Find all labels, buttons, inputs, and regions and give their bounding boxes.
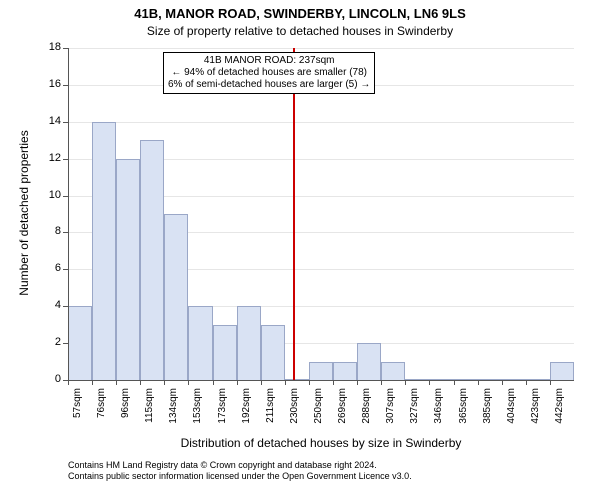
histogram-bar — [116, 159, 140, 380]
chart-title-line1: 41B, MANOR ROAD, SWINDERBY, LINCOLN, LN6… — [0, 6, 600, 21]
x-tick-label: 57sqm — [72, 388, 83, 438]
x-tick-label: 96sqm — [120, 388, 131, 438]
x-tick-label: 134sqm — [168, 388, 179, 438]
x-tick-label: 173sqm — [217, 388, 228, 438]
footer-line1: Contains HM Land Registry data © Crown c… — [68, 460, 412, 471]
y-tick-label: 18 — [36, 41, 61, 53]
x-tick-label: 404sqm — [506, 388, 517, 438]
gridline — [68, 122, 574, 123]
x-tick-label: 288sqm — [361, 388, 372, 438]
chart-title-line2: Size of property relative to detached ho… — [0, 24, 600, 38]
histogram-bar — [164, 214, 188, 380]
x-tick-label: 192sqm — [241, 388, 252, 438]
x-tick-label: 423sqm — [530, 388, 541, 438]
x-tick-label: 269sqm — [337, 388, 348, 438]
histogram-bar — [550, 362, 574, 380]
histogram-bar — [381, 362, 405, 380]
histogram-bar — [309, 362, 333, 380]
y-tick-label: 8 — [36, 225, 61, 237]
histogram-bar — [261, 325, 285, 380]
x-axis-label: Distribution of detached houses by size … — [68, 436, 574, 450]
x-tick-label: 250sqm — [313, 388, 324, 438]
x-tick-label: 385sqm — [482, 388, 493, 438]
x-tick-label: 153sqm — [192, 388, 203, 438]
x-tick-label: 327sqm — [409, 388, 420, 438]
plot-area: 02468101214161857sqm76sqm96sqm115sqm134s… — [68, 48, 574, 380]
gridline — [68, 48, 574, 49]
histogram-bar — [333, 362, 357, 380]
footer-credits: Contains HM Land Registry data © Crown c… — [68, 460, 412, 482]
x-tick-label: 230sqm — [289, 388, 300, 438]
annotation-line3: 6% of semi-detached houses are larger (5… — [168, 79, 370, 91]
y-tick-label: 2 — [36, 336, 61, 348]
histogram-bar — [92, 122, 116, 380]
x-axis-line — [68, 380, 574, 381]
y-tick-label: 6 — [36, 262, 61, 274]
histogram-bar — [237, 306, 261, 380]
footer-line2: Contains public sector information licen… — [68, 471, 412, 482]
annotation-line1: 41B MANOR ROAD: 237sqm — [168, 55, 370, 67]
x-tick-label: 365sqm — [458, 388, 469, 438]
x-tick-label: 211sqm — [265, 388, 276, 438]
x-tick-label: 346sqm — [433, 388, 444, 438]
y-axis-label: Number of detached properties — [17, 123, 31, 303]
histogram-bar — [68, 306, 92, 380]
y-tick-label: 14 — [36, 115, 61, 127]
histogram-bar — [357, 343, 381, 380]
annotation-line2: ← 94% of detached houses are smaller (78… — [168, 67, 370, 79]
y-tick-label: 12 — [36, 152, 61, 164]
histogram-bar — [188, 306, 212, 380]
y-tick-label: 16 — [36, 78, 61, 90]
annotation-box: 41B MANOR ROAD: 237sqm← 94% of detached … — [163, 52, 375, 94]
y-tick-label: 0 — [36, 373, 61, 385]
marker-line — [293, 48, 295, 380]
histogram-bar — [140, 140, 164, 380]
y-tick-label: 4 — [36, 299, 61, 311]
x-tick-label: 307sqm — [385, 388, 396, 438]
y-tick-label: 10 — [36, 189, 61, 201]
histogram-bar — [213, 325, 237, 380]
y-axis-line — [68, 48, 69, 380]
x-tick-label: 115sqm — [144, 388, 155, 438]
x-tick-label: 76sqm — [96, 388, 107, 438]
x-tick-label: 442sqm — [554, 388, 565, 438]
